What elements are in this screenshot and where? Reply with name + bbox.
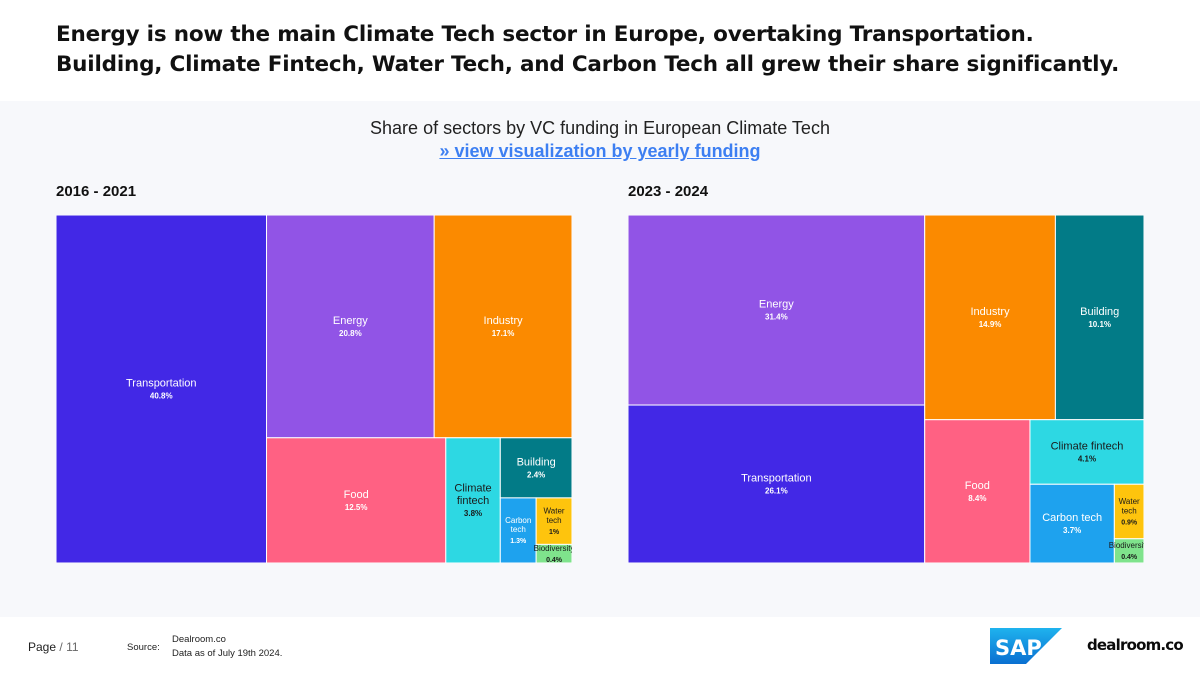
tile-value-climate-fintech: 4.1% — [1078, 455, 1096, 464]
treemap-2016-2021: Transportation 40.8% Energy 20.8% Industry 17… — [56, 215, 572, 563]
tile-label-biodiversity: Biodiversity — [1109, 541, 1144, 550]
source-text: Dealroom.co Data as of July 19th 2024. — [172, 633, 282, 661]
page-label: Page — [28, 640, 57, 654]
tile-food[interactable]: Food 12.5% — [266, 437, 447, 563]
tile-biodiversity[interactable]: Biodiversity 0.4% — [1109, 538, 1144, 563]
tile-rect-carbon-tech[interactable] — [1029, 483, 1115, 563]
tile-food[interactable]: Food 8.4% — [924, 419, 1031, 563]
tile-label-building: Building — [517, 456, 556, 468]
tile-rect-water-tech[interactable] — [1113, 483, 1144, 540]
source-label: Source: — [127, 642, 160, 653]
tile-industry[interactable]: Industry 14.9% — [924, 215, 1056, 421]
headline-line-1: Energy is now the main Climate Tech sect… — [56, 22, 1034, 47]
tile-label-water-tech: Water tech — [544, 507, 565, 525]
tile-value-industry: 14.9% — [979, 320, 1002, 329]
tile-label-industry: Industry — [484, 315, 524, 327]
tile-carbon-tech[interactable]: Carbon tech 1.3% — [499, 497, 537, 563]
tile-water-tech[interactable]: Water tech 0.9% — [1113, 483, 1144, 540]
tile-value-biodiversity: 0.4% — [1121, 554, 1138, 561]
page-indicator: Page / 11 — [28, 640, 79, 654]
tile-label-carbon-tech: Carbon tech — [505, 516, 531, 534]
source-line-2: Data as of July 19th 2024. — [172, 648, 283, 659]
tile-water-tech[interactable]: Water tech 1% — [535, 497, 572, 545]
tile-value-industry: 17.1% — [492, 329, 515, 338]
tile-carbon-tech[interactable]: Carbon tech 3.7% — [1029, 483, 1115, 563]
tile-label-climate-fintech: Climate fintech — [454, 483, 491, 508]
tile-rect-industry[interactable] — [924, 215, 1056, 421]
tile-value-transportation: 40.8% — [150, 392, 173, 401]
tile-value-food: 12.5% — [345, 503, 368, 512]
tile-value-building: 2.4% — [527, 470, 545, 479]
headline: Energy is now the main Climate Tech sect… — [56, 20, 1166, 80]
tile-rect-building[interactable] — [1054, 215, 1144, 421]
tile-label-biodiversity: Biodiversity — [534, 544, 572, 553]
tile-label-energy: Energy — [333, 315, 368, 327]
tile-climate-fintech[interactable]: Climate fintech 4.1% — [1029, 419, 1144, 485]
tile-energy[interactable]: Energy 20.8% — [266, 215, 435, 439]
tile-rect-transportation[interactable] — [628, 404, 926, 563]
tile-label-climate-fintech: Climate fintech — [1051, 441, 1124, 453]
treemap-2023-2024: Energy 31.4% Transportation 26.1% Industry 14… — [628, 215, 1144, 563]
treemap-title-2016-2021: 2016 - 2021 — [56, 183, 137, 200]
sap-logo: SAP — [990, 628, 1062, 664]
tile-rect-water-tech[interactable] — [535, 497, 572, 545]
tile-value-carbon-tech: 3.7% — [1063, 526, 1081, 535]
page-separator: / — [59, 640, 63, 654]
tile-value-water-tech: 0.9% — [1121, 519, 1138, 526]
tile-label-transportation: Transportation — [126, 378, 197, 390]
tile-building[interactable]: Building 10.1% — [1054, 215, 1144, 421]
tile-label-water-tech: Water tech — [1119, 497, 1140, 515]
tile-value-food: 8.4% — [968, 494, 986, 503]
dealroom-logo: dealroom.co — [1087, 636, 1184, 654]
tile-value-building: 10.1% — [1088, 320, 1111, 329]
tile-value-transportation: 26.1% — [765, 487, 788, 496]
tile-value-carbon-tech: 1.3% — [510, 538, 527, 545]
tile-value-energy: 20.8% — [339, 329, 362, 338]
tile-label-energy: Energy — [759, 299, 794, 311]
tile-building[interactable]: Building 2.4% — [499, 437, 572, 499]
tile-industry[interactable]: Industry 17.1% — [433, 215, 572, 439]
tile-label-industry: Industry — [970, 306, 1010, 318]
tile-label-transportation: Transportation — [741, 473, 812, 485]
tile-rect-building[interactable] — [499, 437, 572, 499]
tile-biodiversity[interactable]: Biodiversity 0.4% — [534, 543, 572, 563]
tile-value-biodiversity: 0.4% — [546, 557, 563, 563]
headline-line-2: Building, Climate Fintech, Water Tech, a… — [56, 52, 1120, 77]
tile-rect-biodiversity[interactable] — [535, 543, 572, 563]
tile-transportation[interactable]: Transportation 40.8% — [56, 215, 268, 563]
tile-label-food: Food — [344, 489, 369, 501]
view-yearly-funding-link[interactable]: » view visualization by yearly funding — [439, 141, 761, 161]
treemap-title-2023-2024: 2023 - 2024 — [628, 183, 709, 200]
tile-label-food: Food — [965, 480, 990, 492]
tile-energy[interactable]: Energy 31.4% — [628, 215, 926, 406]
sap-logo-text: SAP — [995, 636, 1042, 660]
tile-value-climate-fintech: 3.8% — [464, 509, 482, 518]
chart-subtitle: Share of sectors by VC funding in Europe… — [370, 118, 830, 138]
tile-rect-transportation[interactable] — [56, 215, 268, 563]
tile-value-water-tech: 1% — [549, 529, 560, 536]
tile-rect-biodiversity[interactable] — [1113, 538, 1144, 563]
source-line-1: Dealroom.co — [172, 634, 226, 645]
tile-transportation[interactable]: Transportation 26.1% — [628, 404, 926, 563]
tile-label-building: Building — [1080, 306, 1119, 318]
tile-label-carbon-tech: Carbon tech — [1042, 512, 1102, 524]
page-number: 11 — [66, 640, 79, 654]
tile-value-energy: 31.4% — [765, 313, 788, 322]
